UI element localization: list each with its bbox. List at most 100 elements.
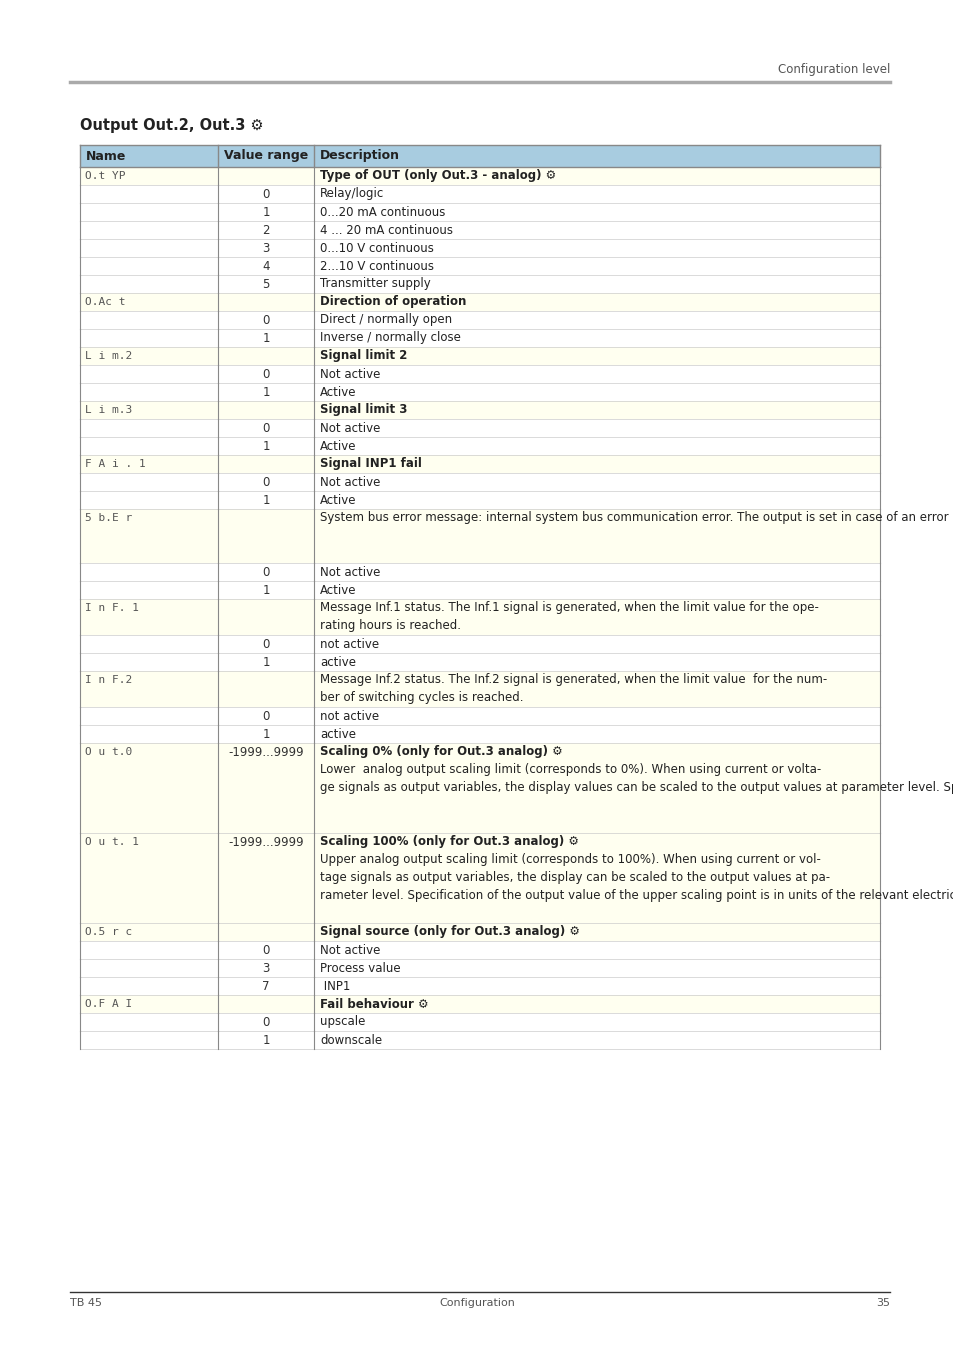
Text: 0: 0 bbox=[262, 313, 270, 327]
Text: 0: 0 bbox=[262, 566, 270, 579]
Text: not active: not active bbox=[319, 637, 378, 651]
Bar bbox=[80, 401, 879, 418]
Text: Configuration level: Configuration level bbox=[777, 63, 889, 76]
Bar bbox=[80, 563, 879, 580]
Text: INP1: INP1 bbox=[319, 980, 350, 992]
Text: Inverse / normally close: Inverse / normally close bbox=[319, 332, 460, 344]
Bar bbox=[80, 509, 879, 563]
Bar bbox=[80, 743, 879, 833]
Bar bbox=[80, 455, 879, 472]
Bar bbox=[80, 310, 879, 329]
Text: active: active bbox=[319, 656, 355, 668]
Bar bbox=[80, 958, 879, 977]
Text: ge signals as output variables, the display values can be scaled to the output v: ge signals as output variables, the disp… bbox=[319, 782, 953, 795]
Text: 1: 1 bbox=[262, 205, 270, 219]
Text: Active: Active bbox=[319, 494, 356, 506]
Text: 1: 1 bbox=[262, 583, 270, 597]
Bar bbox=[80, 941, 879, 958]
Text: O.5 r c: O.5 r c bbox=[85, 927, 132, 937]
Text: Process value: Process value bbox=[319, 961, 400, 975]
Text: I n F.2: I n F.2 bbox=[85, 675, 132, 684]
Text: 1: 1 bbox=[262, 494, 270, 506]
Text: Output Out.2, Out.3 ⚙: Output Out.2, Out.3 ⚙ bbox=[80, 117, 263, 134]
Bar bbox=[80, 653, 879, 671]
Bar bbox=[80, 256, 879, 275]
Text: Transmitter supply: Transmitter supply bbox=[319, 278, 431, 290]
Text: Active: Active bbox=[319, 386, 356, 398]
Text: Relay/logic: Relay/logic bbox=[319, 188, 384, 201]
Text: -1999...9999: -1999...9999 bbox=[228, 745, 303, 759]
Text: not active: not active bbox=[319, 710, 378, 722]
Text: Name: Name bbox=[86, 150, 126, 162]
Bar bbox=[80, 1012, 879, 1031]
Text: 0: 0 bbox=[262, 188, 270, 201]
Text: Type of OUT (only Out.3 - analog) ⚙: Type of OUT (only Out.3 - analog) ⚙ bbox=[319, 170, 556, 182]
Bar bbox=[80, 923, 879, 941]
Text: 2: 2 bbox=[262, 224, 270, 236]
Text: 1: 1 bbox=[262, 440, 270, 452]
Text: Not active: Not active bbox=[319, 944, 380, 957]
Text: System bus error message: internal system bus communication error. The output is: System bus error message: internal syste… bbox=[319, 512, 953, 525]
Text: 0: 0 bbox=[262, 421, 270, 435]
Text: L i m.3: L i m.3 bbox=[85, 405, 132, 414]
Text: active: active bbox=[319, 728, 355, 741]
Text: -1999...9999: -1999...9999 bbox=[228, 836, 303, 849]
Text: 0: 0 bbox=[262, 367, 270, 381]
Text: Scaling 100% (only for Out.3 analog) ⚙: Scaling 100% (only for Out.3 analog) ⚙ bbox=[319, 836, 578, 849]
Text: O u t. 1: O u t. 1 bbox=[85, 837, 139, 846]
Bar bbox=[80, 418, 879, 437]
Text: Active: Active bbox=[319, 440, 356, 452]
Text: TB 45: TB 45 bbox=[70, 1297, 102, 1308]
Text: Signal limit 3: Signal limit 3 bbox=[319, 404, 407, 417]
Text: 1: 1 bbox=[262, 728, 270, 741]
Bar bbox=[80, 383, 879, 401]
Text: 3: 3 bbox=[262, 242, 270, 255]
Bar bbox=[80, 329, 879, 347]
Text: Scaling 0% (only for Out.3 analog) ⚙: Scaling 0% (only for Out.3 analog) ⚙ bbox=[319, 745, 562, 759]
Text: Active: Active bbox=[319, 583, 356, 597]
Bar bbox=[80, 293, 879, 310]
Bar bbox=[80, 437, 879, 455]
Text: Direction of operation: Direction of operation bbox=[319, 296, 466, 309]
Text: downscale: downscale bbox=[319, 1034, 382, 1046]
Text: O.F A I: O.F A I bbox=[85, 999, 132, 1008]
Text: 4: 4 bbox=[262, 259, 270, 273]
Text: Description: Description bbox=[319, 150, 399, 162]
Bar bbox=[80, 239, 879, 256]
Text: O u t.0: O u t.0 bbox=[85, 747, 132, 757]
Text: 0: 0 bbox=[262, 710, 270, 722]
Bar bbox=[80, 833, 879, 923]
Text: I n F. 1: I n F. 1 bbox=[85, 603, 139, 613]
Text: 2...10 V continuous: 2...10 V continuous bbox=[319, 259, 434, 273]
Text: Not active: Not active bbox=[319, 421, 380, 435]
Bar bbox=[80, 221, 879, 239]
Bar bbox=[80, 347, 879, 364]
Text: Not active: Not active bbox=[319, 367, 380, 381]
Bar bbox=[80, 472, 879, 491]
Bar bbox=[80, 144, 879, 167]
Text: Upper analog output scaling limit (corresponds to 100%). When using current or v: Upper analog output scaling limit (corre… bbox=[319, 853, 820, 867]
Text: 1: 1 bbox=[262, 656, 270, 668]
Text: Not active: Not active bbox=[319, 566, 380, 579]
Bar bbox=[80, 185, 879, 202]
Text: O.t YP: O.t YP bbox=[85, 171, 126, 181]
Text: 1: 1 bbox=[262, 332, 270, 344]
Bar bbox=[80, 634, 879, 653]
Text: tage signals as output variables, the display can be scaled to the output values: tage signals as output variables, the di… bbox=[319, 872, 829, 884]
Text: upscale: upscale bbox=[319, 1015, 365, 1029]
Bar bbox=[80, 671, 879, 707]
Text: 7: 7 bbox=[262, 980, 270, 992]
Bar bbox=[80, 977, 879, 995]
Text: 1: 1 bbox=[262, 1034, 270, 1046]
Text: 5: 5 bbox=[262, 278, 270, 290]
Text: Not active: Not active bbox=[319, 475, 380, 489]
Text: 35: 35 bbox=[875, 1297, 889, 1308]
Text: 5 b.E r: 5 b.E r bbox=[85, 513, 132, 522]
Bar bbox=[80, 167, 879, 185]
Text: Signal limit 2: Signal limit 2 bbox=[319, 350, 407, 363]
Text: Fail behaviour ⚙: Fail behaviour ⚙ bbox=[319, 998, 428, 1011]
Bar bbox=[80, 995, 879, 1012]
Text: Value range: Value range bbox=[224, 150, 308, 162]
Text: 0...20 mA continuous: 0...20 mA continuous bbox=[319, 205, 445, 219]
Text: 1: 1 bbox=[262, 386, 270, 398]
